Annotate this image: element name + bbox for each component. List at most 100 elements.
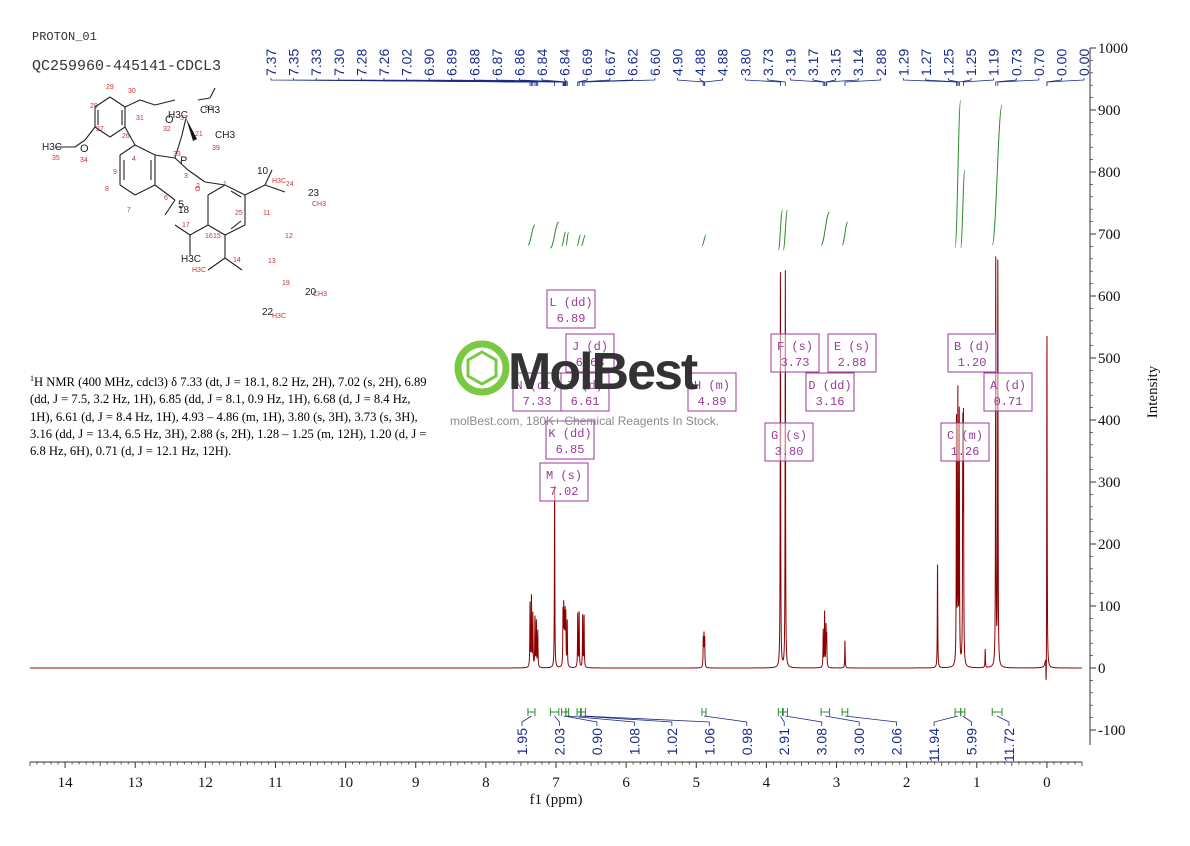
structure-bond — [124, 99, 141, 108]
multiplet-name: J (d) — [572, 340, 608, 354]
multiplet-box — [565, 333, 615, 373]
structure-bond — [181, 117, 187, 136]
structure-atom-label: 24 — [286, 181, 294, 188]
peak-label: 6.84 — [534, 49, 550, 76]
structure-atom-label: 26 — [122, 133, 130, 140]
multiplet-shift: 6.68 — [576, 356, 605, 370]
structure-atom-label: 4 — [132, 156, 136, 163]
structure-atom-label: H3C — [192, 267, 206, 274]
y-tick-label: 600 — [1098, 289, 1121, 305]
multiplet-shift: 6.85 — [556, 443, 585, 457]
structure-atom-label: 22 — [262, 307, 274, 318]
structure-atom-label: 3 — [184, 173, 188, 180]
structure-atom-label: P — [180, 155, 187, 167]
peak-leader-line — [997, 78, 1040, 86]
integral-curve — [782, 209, 788, 251]
logo-ring — [454, 340, 510, 396]
peak-leader-line — [677, 78, 704, 86]
structure-atom-label: 35 — [52, 155, 60, 162]
structure-atom-label: 37 — [180, 115, 188, 122]
structure-bond — [84, 126, 96, 141]
x-axis-label: f1 (ppm) — [530, 792, 583, 808]
structure-bond — [94, 126, 111, 138]
peak-leader-line — [519, 78, 567, 86]
x-tick-label: 3 — [833, 775, 841, 791]
integral-leader-line — [521, 715, 532, 726]
integral-curve — [527, 224, 536, 246]
peak-leader-line — [496, 78, 566, 86]
integral-leader-line — [567, 715, 635, 726]
peak-label: 0.00 — [1053, 49, 1069, 76]
peak-leader-line — [844, 78, 882, 86]
integral-curve — [954, 99, 962, 249]
peak-label: 6.90 — [421, 49, 437, 76]
structure-bond — [74, 139, 86, 148]
integral-value: 1.06 — [701, 728, 717, 755]
structure-bond — [119, 184, 136, 196]
peak-leader-line — [564, 78, 568, 86]
multiplet-name: H (m) — [694, 379, 730, 393]
structure-atom-label: 30 — [128, 88, 136, 95]
peak-label: 7.28 — [353, 49, 369, 76]
structure-bond — [197, 97, 211, 101]
structure-atom-label: 32 — [163, 126, 171, 133]
structure-atom-label: 25 — [235, 210, 243, 217]
peak-label: 7.02 — [399, 49, 415, 76]
multiplet-shift: 1.26 — [951, 445, 980, 459]
multiplet-shift: 3.16 — [816, 395, 845, 409]
structure-atom-label: 8 — [105, 186, 109, 193]
structure-bond — [94, 96, 111, 108]
integral-value: 11.94 — [926, 728, 942, 762]
structure-bond — [264, 184, 286, 193]
x-tick-label: 5 — [693, 775, 701, 791]
multiplet-box — [805, 372, 855, 412]
structure-bond — [154, 184, 176, 201]
structure-atom-label: 7 — [127, 207, 131, 214]
structure-bond — [124, 126, 136, 146]
y-tick-label: 0 — [1098, 661, 1106, 677]
peak-label: 7.33 — [308, 49, 324, 76]
integral-leader-line — [996, 715, 1010, 726]
structure-bond — [174, 224, 191, 236]
structure-bond — [230, 190, 242, 198]
integral-value: 3.08 — [814, 728, 830, 755]
structure-bond — [207, 257, 226, 271]
structure-atom-label: 14 — [233, 257, 241, 264]
integral-value: 1.08 — [626, 728, 642, 755]
peak-leader-line — [995, 78, 1017, 86]
x-tick-label: 4 — [763, 775, 771, 791]
structure-atom-label: 9 — [113, 169, 117, 176]
structure-wedge-bond — [186, 118, 197, 141]
peak-label: 3.80 — [737, 49, 753, 76]
integral-value: 2.06 — [889, 728, 905, 755]
peak-label: 7.30 — [331, 49, 347, 76]
structure-bond — [109, 126, 126, 138]
structure-atom-label: H3C — [272, 178, 286, 185]
peak-label: 7.35 — [286, 49, 302, 76]
sample-name: QC259960-445141-CDCL3 — [32, 58, 222, 75]
multiplet-box — [545, 420, 595, 460]
peak-label: 1.25 — [941, 49, 957, 76]
structure-atom-label: H3C — [42, 142, 62, 153]
structure-bond — [174, 157, 189, 171]
structure-bond — [207, 224, 226, 236]
structure-atom-label: H3C — [168, 110, 188, 121]
structure-bond — [209, 87, 216, 99]
peak-label: 3.14 — [850, 49, 866, 76]
multiplet-name: D (dd) — [808, 379, 851, 393]
integral-value: 1.95 — [514, 728, 530, 755]
peak-label: 6.67 — [602, 49, 618, 76]
structure-bond — [224, 184, 246, 196]
multiplet-box — [827, 333, 877, 373]
y-tick-label: -100 — [1098, 723, 1126, 739]
integral-leader-line — [785, 715, 823, 726]
integral-curve — [561, 231, 567, 247]
y-tick-label: 200 — [1098, 537, 1121, 553]
structure-atom-label: 16 — [205, 233, 213, 240]
multiplet-shift: 2.88 — [838, 356, 867, 370]
peak-label: 1.29 — [895, 49, 911, 76]
structure-atom-label: 33 — [173, 151, 181, 158]
structure-bond — [154, 99, 176, 106]
structure-bond — [187, 169, 206, 183]
